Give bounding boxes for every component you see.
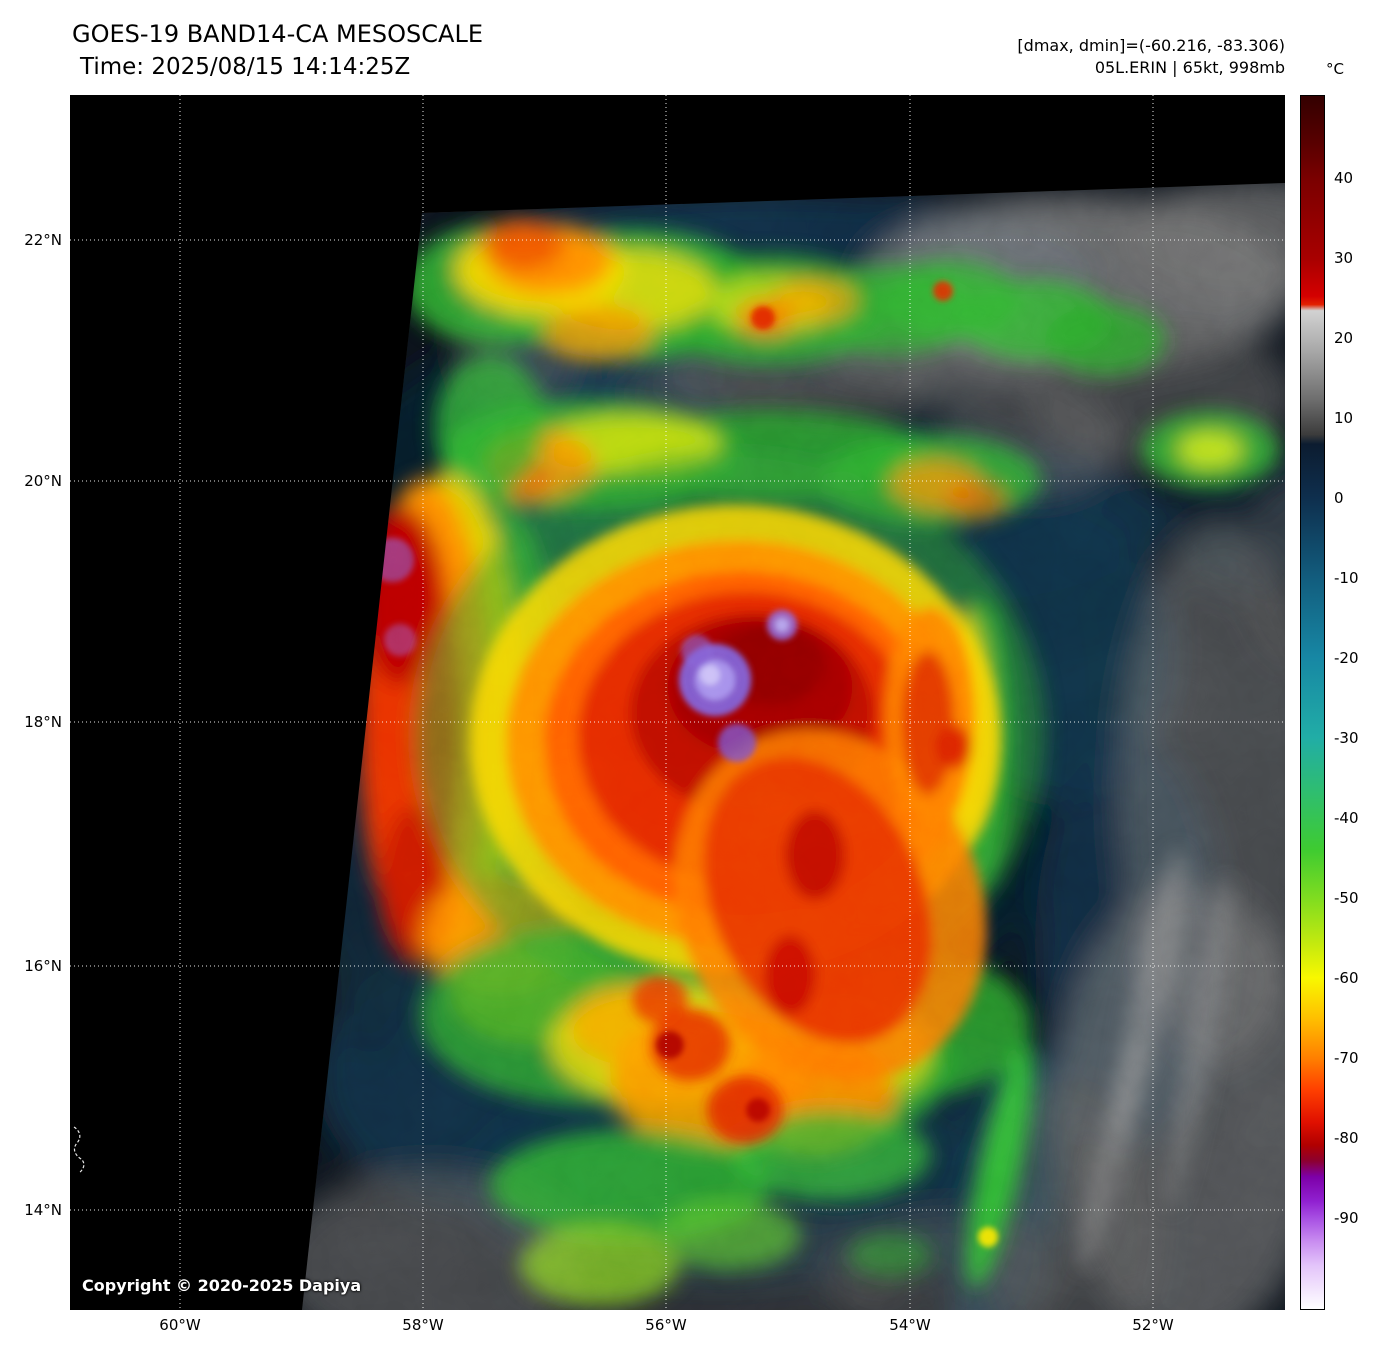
- lat-tick-label: 22°N: [24, 231, 62, 249]
- fine-cloud-texture: [302, 183, 1285, 1310]
- satellite-data-region: [302, 183, 1285, 1310]
- copyright-watermark: Copyright © 2020-2025 Dapiya: [82, 1276, 362, 1295]
- colorbar-tick-label: 30: [1334, 249, 1354, 267]
- colorbar-tick-label: -80: [1334, 1129, 1359, 1147]
- colorbar-gradient: [1300, 95, 1325, 1310]
- colorbar-tick-label: -40: [1334, 809, 1359, 827]
- colorbar-unit-label: °C: [1326, 60, 1344, 78]
- graticule-overlay: [70, 95, 1285, 1310]
- lat-tick-label: 16°N: [24, 957, 62, 975]
- plot-area: [70, 95, 1285, 1310]
- colorbar-tick-label: -30: [1334, 729, 1359, 747]
- lon-tick-label: 52°W: [1132, 1316, 1174, 1334]
- lon-tick-label: 60°W: [159, 1316, 201, 1334]
- dmax-dmin-label: [dmax, dmin]=(-60.216, -83.306): [1017, 36, 1285, 55]
- colorbar-tick-label: -70: [1334, 1049, 1359, 1067]
- colorbar-tick-label: -10: [1334, 569, 1359, 587]
- colorbar-tick-label: -50: [1334, 889, 1359, 907]
- page-title: GOES-19 BAND14-CA MESOSCALE: [72, 20, 483, 48]
- satellite-image: [70, 95, 1285, 1310]
- lon-tick-label: 54°W: [889, 1316, 931, 1334]
- colorbar-tick-label: 20: [1334, 329, 1354, 347]
- colorbar-tick-label: -90: [1334, 1209, 1359, 1227]
- lon-tick-label: 56°W: [645, 1316, 687, 1334]
- colorbar-tick-label: 10: [1334, 409, 1354, 427]
- lat-tick-label: 20°N: [24, 472, 62, 490]
- colorbar-tick-label: -20: [1334, 649, 1359, 667]
- colorbar-tick-label: 0: [1334, 489, 1344, 507]
- colorbar-tick-label: 40: [1334, 169, 1354, 187]
- coastline-outline: [73, 1126, 85, 1174]
- lat-tick-label: 18°N: [24, 713, 62, 731]
- lon-tick-label: 58°W: [402, 1316, 444, 1334]
- lat-tick-label: 14°N: [24, 1201, 62, 1219]
- storm-info-label: 05L.ERIN | 65kt, 998mb: [1094, 58, 1285, 77]
- timestamp-label: Time: 2025/08/15 14:14:25Z: [80, 54, 411, 80]
- colorbar-tick-label: -60: [1334, 969, 1359, 987]
